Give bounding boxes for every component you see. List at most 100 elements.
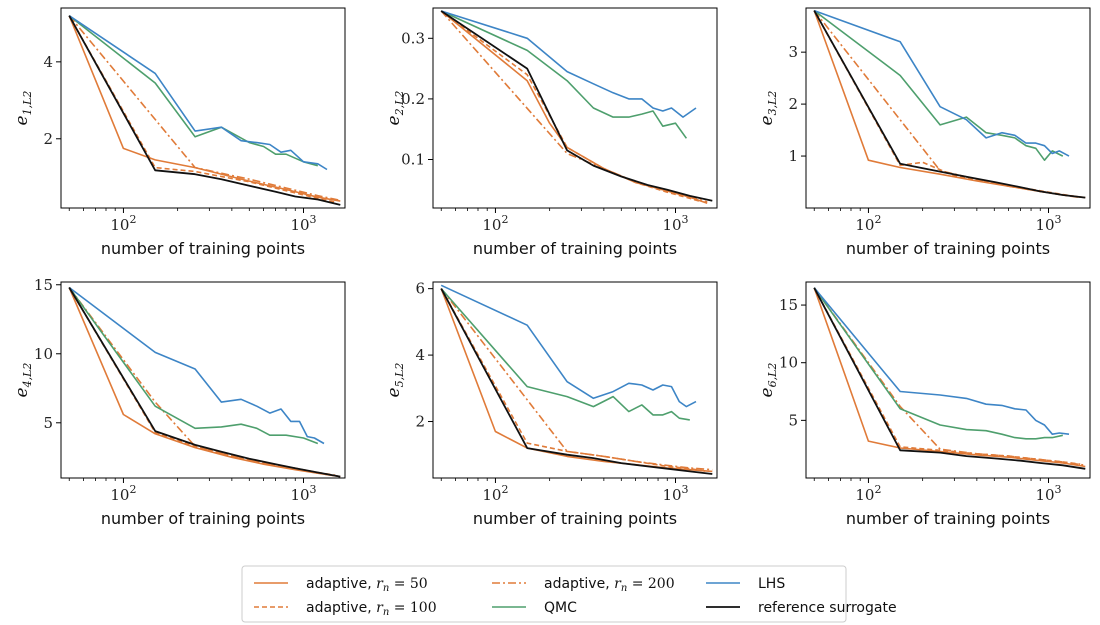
series-line-qmc: [440, 288, 690, 421]
y-tick-label: 1: [788, 147, 798, 165]
legend-item-a50: adaptive, rn = 50: [254, 576, 428, 594]
legend-label: adaptive, rn = 100: [306, 600, 437, 618]
series-line-lhs: [440, 284, 697, 408]
series-line-qmc: [68, 15, 319, 167]
legend-item-a100: adaptive, rn = 100: [254, 600, 437, 618]
series-line-a200: [440, 10, 708, 203]
series-line-ref: [440, 288, 713, 475]
x-tick-label: 103: [662, 213, 688, 234]
series-line-a100: [440, 10, 703, 203]
legend-item-a200: adaptive, rn = 200: [492, 576, 675, 594]
plot-frame: [432, 7, 718, 209]
legend-item-lhs: LHS: [706, 576, 785, 592]
y-tick-label: 4: [43, 53, 53, 71]
plot-frame: [432, 281, 718, 479]
series-line-a200: [68, 15, 341, 202]
chart-panel-2: 102 103 0.1 0.2 0.3 number of training points…: [384, 7, 718, 258]
chart-panel-5: 102 103 2 4 6 number of training points e5,L2: [384, 280, 718, 528]
y-axis-label: e5,L2: [384, 363, 406, 398]
x-tick-label: 102: [110, 483, 136, 504]
series-line-lhs: [68, 15, 328, 171]
series-line-a50: [813, 10, 1086, 199]
chart-panel-6: 102 103 5 10 15 number of training points e6,L…: [757, 281, 1091, 528]
x-tick-label: 103: [290, 483, 316, 504]
plot-frame: [805, 281, 1091, 479]
y-axis-label: e4,L2: [12, 363, 34, 398]
series-line-qmc: [440, 10, 688, 139]
x-tick-label: 103: [1035, 483, 1061, 504]
legend: adaptive, rn = 50 adaptive, rn = 100 adapt…: [241, 565, 897, 623]
y-tick-label: 0.3: [401, 29, 425, 47]
series-line-a100: [813, 10, 1081, 198]
y-axis-label: e1,L2: [12, 91, 34, 126]
legend-item-ref: reference surrogate: [706, 600, 897, 616]
x-axis-label: number of training points: [846, 239, 1050, 258]
legend-label: LHS: [758, 576, 785, 592]
series-line-ref: [68, 287, 341, 478]
series-line-ref: [440, 10, 713, 202]
series-group: [813, 9, 1086, 199]
y-tick-label: 5: [788, 411, 798, 429]
chart-panel-4: 102 103 5 10 15 number of training points e4,L…: [12, 276, 346, 528]
series-line-lhs: [68, 286, 325, 445]
y-tick-label: 2: [415, 413, 425, 431]
series-line-a50: [813, 287, 1086, 468]
series-group: [68, 15, 341, 206]
y-tick-label: 10: [779, 354, 798, 372]
series-line-lhs: [440, 10, 697, 118]
series-line-a200: [440, 288, 713, 471]
series-line-a50: [440, 288, 713, 473]
y-tick-label: 0.2: [401, 90, 425, 108]
series-line-qmc: [813, 287, 1063, 440]
x-axis-label: number of training points: [101, 239, 305, 258]
y-axis-label: e6,L2: [757, 363, 779, 398]
x-tick-label: 103: [290, 213, 316, 234]
plot-frame: [60, 281, 346, 479]
legend-label: reference surrogate: [758, 600, 897, 616]
x-tick-label: 102: [855, 483, 881, 504]
series-group: [440, 284, 713, 475]
y-tick-label: 4: [415, 346, 425, 364]
x-tick-label: 102: [855, 213, 881, 234]
series-line-qmc: [68, 287, 319, 445]
legend-label: QMC: [544, 600, 577, 616]
x-axis-label: number of training points: [473, 509, 677, 528]
x-tick-label: 103: [1035, 213, 1061, 234]
series-line-lhs: [813, 9, 1070, 157]
y-tick-label: 0.1: [401, 151, 425, 169]
y-tick-label: 5: [43, 414, 53, 432]
y-tick-label: 2: [43, 130, 53, 148]
x-axis-label: number of training points: [101, 509, 305, 528]
y-axis-label: e2,L2: [384, 91, 406, 126]
series-line-qmc: [813, 9, 1064, 161]
series-line-a50: [68, 15, 341, 202]
legend-box: [241, 565, 847, 623]
chart-panel-1: 102 103 2 4 number of training points e1,L2: [12, 7, 346, 258]
x-axis-label: number of training points: [846, 509, 1050, 528]
x-tick-label: 102: [482, 213, 508, 234]
series-line-lhs: [813, 287, 1070, 436]
series-line-a100: [440, 288, 708, 473]
legend-label: adaptive, rn = 200: [544, 576, 675, 594]
x-axis-label: number of training points: [473, 239, 677, 258]
series-line-a100: [68, 15, 336, 203]
x-tick-label: 103: [662, 483, 688, 504]
series-group: [440, 10, 713, 204]
y-tick-label: 2: [788, 95, 798, 113]
y-tick-label: 15: [34, 276, 53, 294]
chart-panel-3: 102 103 1 2 3 number of training points e3,L2: [757, 7, 1091, 258]
plot-frame: [60, 7, 346, 209]
legend-item-qmc: QMC: [492, 600, 577, 616]
series-group: [68, 286, 341, 478]
y-tick-label: 6: [415, 280, 425, 298]
y-tick-label: 15: [779, 296, 798, 314]
series-group: [813, 287, 1086, 470]
series-line-ref: [68, 15, 341, 206]
series-line-a200: [813, 10, 1081, 199]
y-axis-label: e3,L2: [757, 91, 779, 126]
series-line-ref: [813, 287, 1086, 470]
plot-frame: [805, 7, 1091, 209]
x-tick-label: 102: [482, 483, 508, 504]
series-line-a200: [813, 287, 1086, 467]
